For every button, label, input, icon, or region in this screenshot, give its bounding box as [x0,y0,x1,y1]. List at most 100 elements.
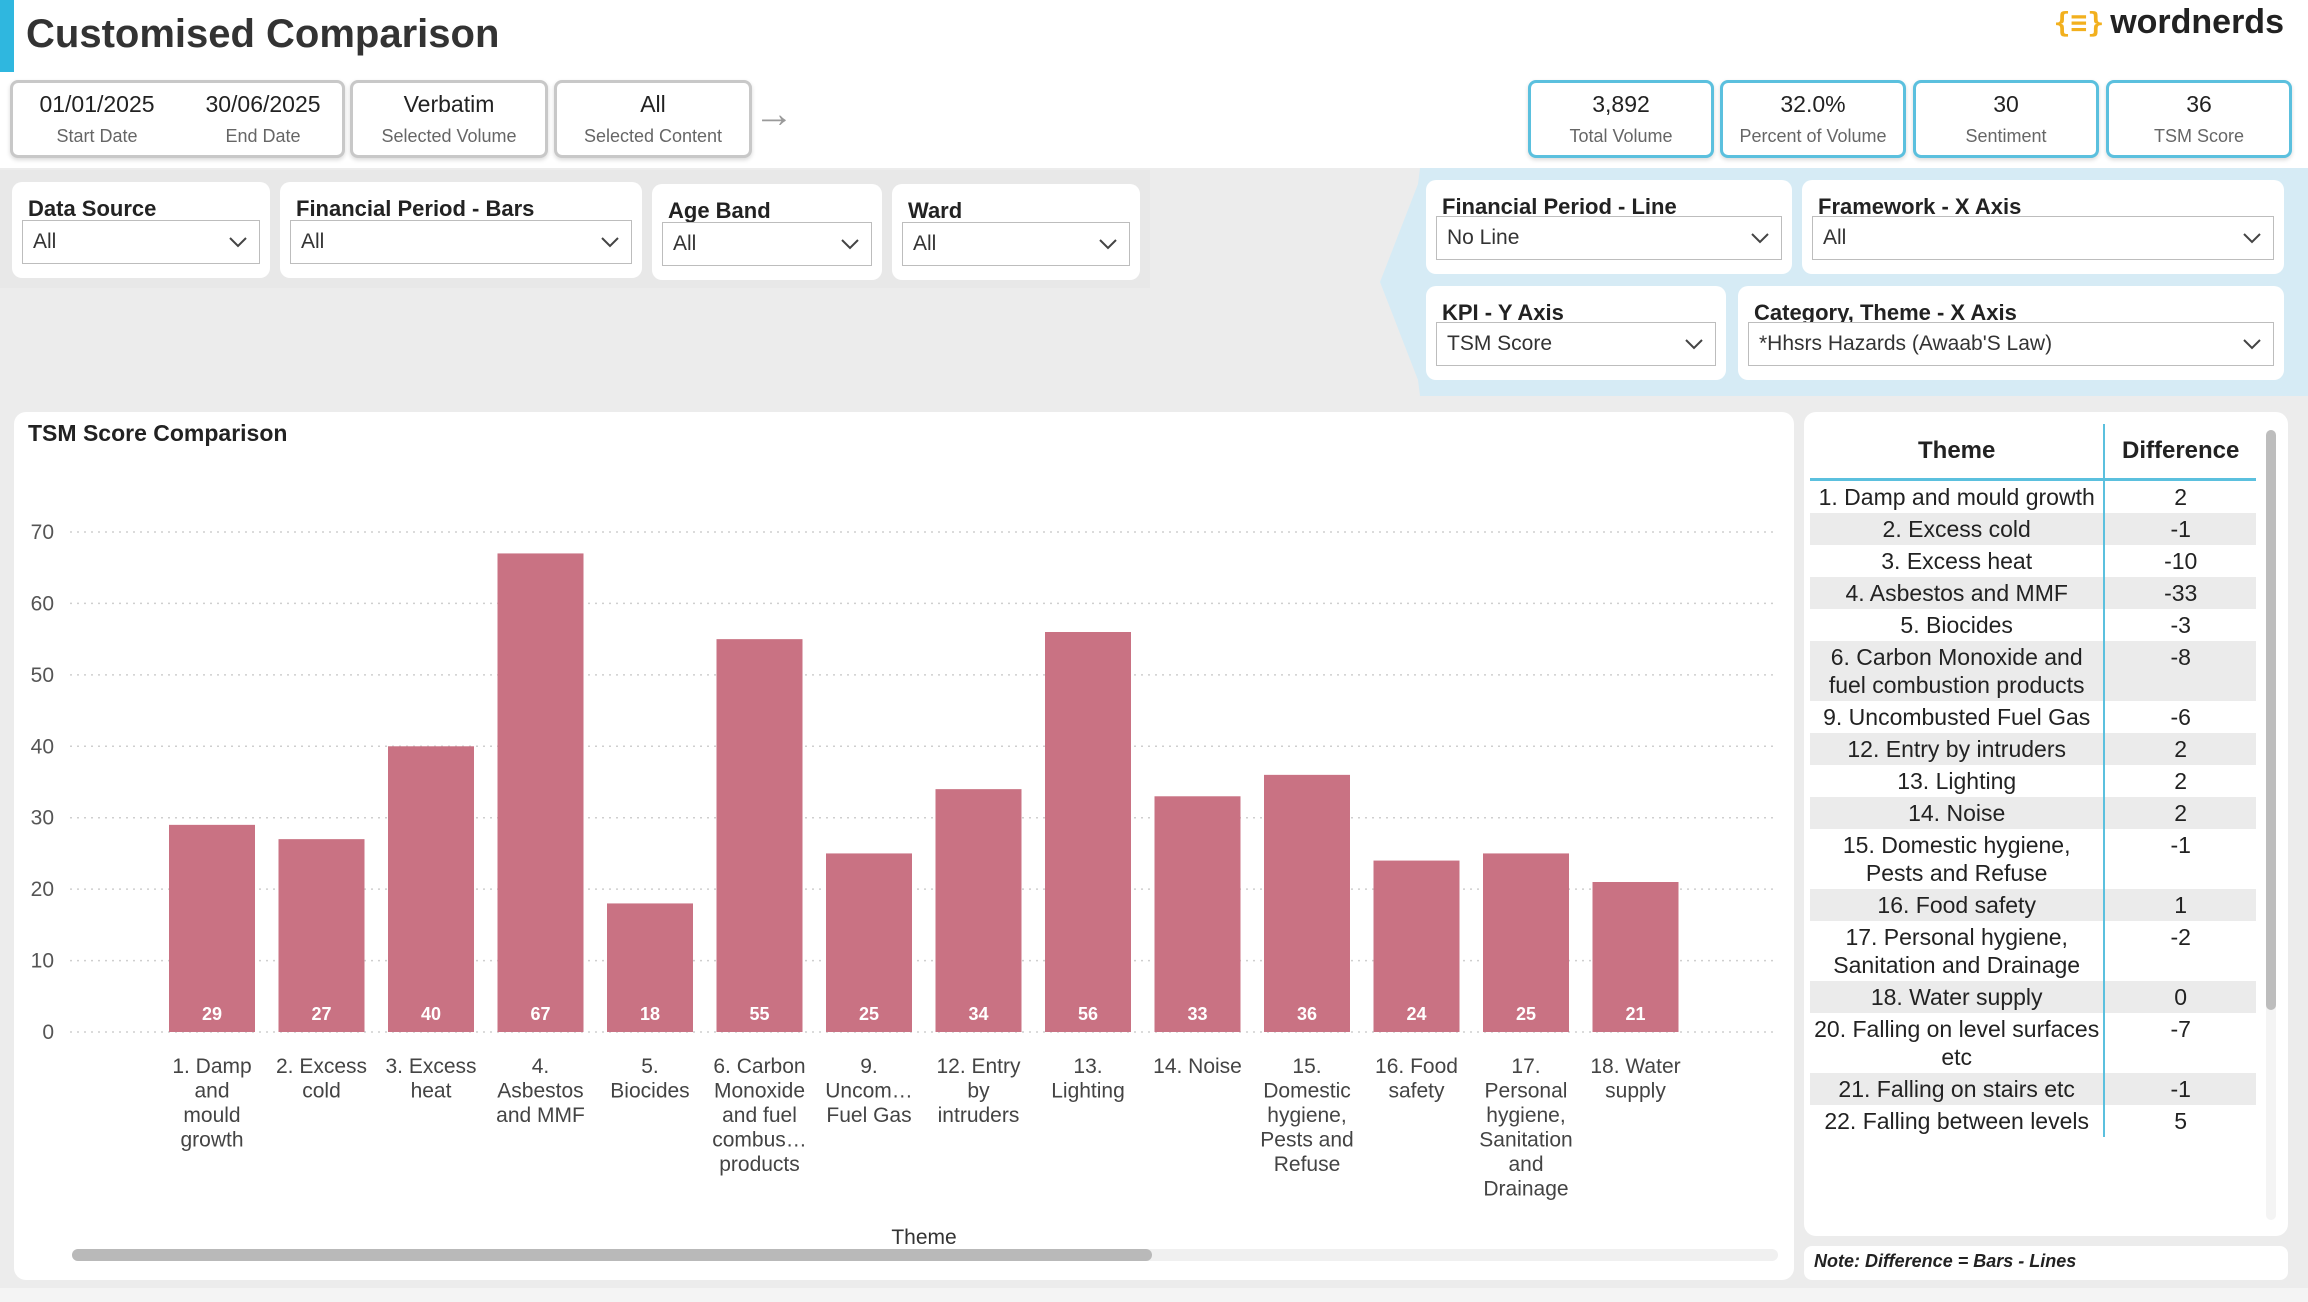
kpi-card-tsm-score: 36 TSM Score [2106,80,2292,158]
theme-cell: 12. Entry by intruders [1810,733,2106,765]
difference-cell: 2 [2104,797,2256,829]
y-tick-label: 10 [31,950,54,973]
table-row[interactable]: 1. Damp and mould growth 2 [1810,479,2256,513]
bar[interactable] [826,853,912,1032]
difference-cell: 2 [2104,733,2256,765]
chevron-down-icon [2243,339,2261,350]
y-tick-label: 20 [31,878,54,901]
difference-cell: 0 [2104,981,2256,1013]
chevron-down-icon [841,239,859,250]
horizontal-scrollbar-thumb[interactable] [72,1249,1152,1261]
financial-period-line-dropdown[interactable]: No Line [1436,216,1782,260]
dropdown-value: All [1823,226,1847,249]
bar[interactable] [169,824,255,1032]
chart-title: TSM Score Comparison [28,420,288,446]
difference-cell: -33 [2104,577,2256,609]
chevron-down-icon [601,237,619,248]
theme-cell: 9. Uncombusted Fuel Gas [1810,701,2106,733]
theme-cell: 14. Noise [1810,797,2106,829]
y-tick-label: 40 [31,735,54,758]
selected-content-card[interactable]: All Selected Content [554,80,752,158]
bar[interactable] [1483,853,1569,1032]
x-tick-label: and MMF [496,1104,585,1127]
difference-table: Theme Difference 1. Damp and mould growt… [1810,424,2256,1137]
table-row[interactable]: 12. Entry by intruders 2 [1810,733,2256,765]
table-row[interactable]: 15. Domestic hygiene, Pests and Refuse -1 [1810,829,2256,889]
theme-cell: 3. Excess heat [1810,545,2106,577]
category-theme-dropdown[interactable]: *Hhsrs Hazards (Awaab'S Law) [1748,322,2274,366]
column-header-difference[interactable]: Difference [2104,424,2256,481]
y-tick-label: 60 [31,592,54,615]
kpi-y-axis-dropdown[interactable]: TSM Score [1436,322,1716,366]
table-row[interactable]: 17. Personal hygiene, Sanitation and Dra… [1810,921,2256,981]
ward-dropdown[interactable]: All [902,222,1130,266]
chevron-down-icon [2243,233,2261,244]
bar[interactable] [388,746,474,1032]
table-row[interactable]: 4. Asbestos and MMF -33 [1810,577,2256,609]
table-row[interactable]: 20. Falling on level surfaces etc -7 [1810,1013,2256,1073]
date-range-card[interactable]: 01/01/2025 Start Date 30/06/2025 End Dat… [10,80,345,158]
table-row[interactable]: 13. Lighting 2 [1810,765,2256,797]
vertical-scrollbar-thumb[interactable] [2266,430,2276,1010]
logo-icon: {≡} [2053,5,2105,39]
header-bar [0,0,2308,72]
x-tick-label: hygiene, [1267,1104,1346,1127]
x-tick-label: Drainage [1483,1178,1568,1201]
bar[interactable] [1373,860,1460,1032]
x-tick-label: 14. Noise [1153,1055,1242,1078]
x-tick-label: mould [183,1104,240,1127]
framework-x-axis-dropdown[interactable]: All [1812,216,2274,260]
selected-content-label: Selected Content [583,126,723,146]
selected-volume-card[interactable]: Verbatim Selected Volume [350,80,548,158]
table-row[interactable]: 16. Food safety 1 [1810,889,2256,921]
x-tick-label: 6. Carbon [713,1055,805,1078]
x-tick-label: combus… [712,1129,807,1152]
table-row[interactable]: 3. Excess heat -10 [1810,545,2256,577]
bar[interactable] [1264,774,1350,1032]
column-header-theme[interactable]: Theme [1810,424,2106,481]
theme-cell: 18. Water supply [1810,981,2106,1013]
arrow-right-icon[interactable]: → [754,92,794,136]
bar-data-label: 55 [749,1004,769,1024]
difference-cell: -10 [2164,548,2198,574]
table-row[interactable]: 9. Uncombusted Fuel Gas -6 [1810,701,2256,733]
y-tick-label: 50 [31,664,54,687]
y-tick-label: 0 [42,1021,54,1044]
x-tick-label: Sanitation [1479,1129,1572,1152]
bar[interactable] [935,789,1022,1032]
filter-label: Ward [908,198,963,223]
difference-note: Note: Difference = Bars - Lines [1814,1251,2077,1271]
x-tick-label: and [1508,1153,1543,1176]
financial-period-bars-dropdown[interactable]: All [290,220,632,264]
table-row[interactable]: 18. Water supply 0 [1810,981,2256,1013]
table-row[interactable]: 5. Biocides -3 [1810,609,2256,641]
x-tick-label: supply [1605,1080,1666,1103]
x-tick-label: Fuel Gas [826,1104,911,1127]
x-tick-label: 18. Water [1590,1055,1680,1078]
table-row[interactable]: 2. Excess cold -1 [1810,513,2256,545]
bar-data-label: 56 [1078,1004,1098,1024]
bar[interactable] [1592,882,1679,1032]
page-title: Customised Comparison [26,12,500,56]
bar[interactable] [607,903,693,1032]
start-date-label: Start Date [56,126,138,146]
x-tick-label: 12. Entry [936,1055,1021,1078]
data-source-dropdown[interactable]: All [22,220,260,264]
bar[interactable] [1045,632,1131,1032]
bar[interactable] [716,639,803,1032]
x-tick-label: hygiene, [1486,1104,1565,1127]
table-row[interactable]: 21. Falling on stairs etc -1 [1810,1073,2256,1105]
x-tick-label: 16. Food [1375,1055,1458,1078]
dropdown-value: No Line [1447,226,1520,249]
bar[interactable] [278,839,365,1032]
table-row[interactable]: 22. Falling between levels 5 [1810,1105,2256,1137]
age-band-dropdown[interactable]: All [662,222,872,266]
theme-cell: 13. Lighting [1810,765,2106,797]
table-row[interactable]: 14. Noise 2 [1810,797,2256,829]
bar-data-label: 25 [859,1004,879,1024]
table-row[interactable]: 6. Carbon Monoxide and fuel combustion p… [1810,641,2256,701]
bar[interactable] [497,553,584,1032]
bar[interactable] [1154,796,1241,1032]
kpi-label: TSM Score [2153,126,2245,146]
